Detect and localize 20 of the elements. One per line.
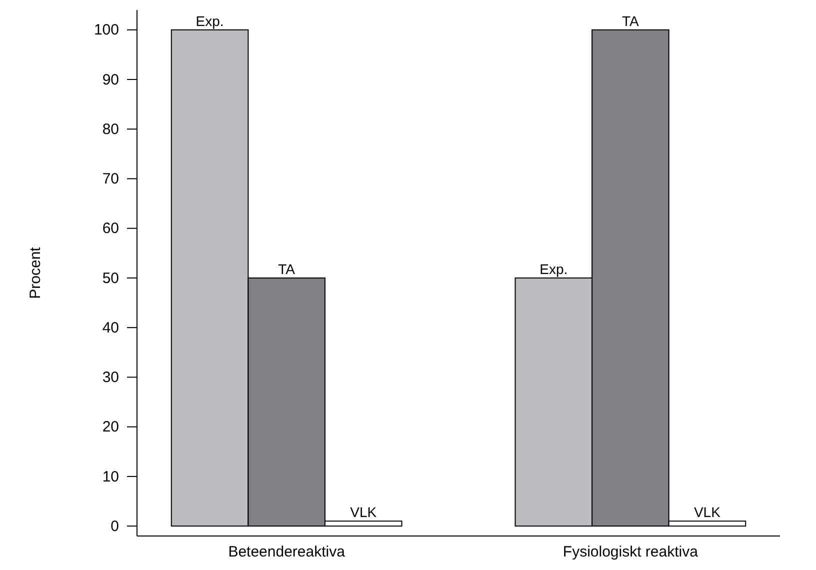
y-tick-label: 10	[102, 468, 119, 486]
x-tick-label: Fysiologiskt reaktiva	[562, 544, 699, 561]
series-label: VLK	[350, 504, 378, 520]
y-tick-label: 0	[110, 518, 119, 535]
y-tick-label: 20	[102, 418, 119, 436]
y-tick-label: 40	[102, 319, 119, 336]
y-tick-label: 80	[102, 120, 119, 138]
series-label: Exp.	[196, 12, 224, 29]
text: TA	[622, 12, 639, 29]
text: VLK	[694, 504, 720, 520]
y-tick-label: 70	[102, 170, 119, 188]
y-tick-label: 30	[102, 369, 119, 386]
x-tick-label: Beteendereaktiva	[228, 544, 346, 561]
y-tick-label: 60	[102, 220, 119, 238]
series-label: TA	[278, 260, 296, 277]
y-tick-label: 50	[102, 270, 119, 287]
y-tick-label: 90	[102, 71, 119, 88]
y-axis-title: Procent	[27, 246, 44, 299]
text: Exp.	[540, 260, 568, 277]
y-tick-label: 100	[94, 22, 119, 39]
